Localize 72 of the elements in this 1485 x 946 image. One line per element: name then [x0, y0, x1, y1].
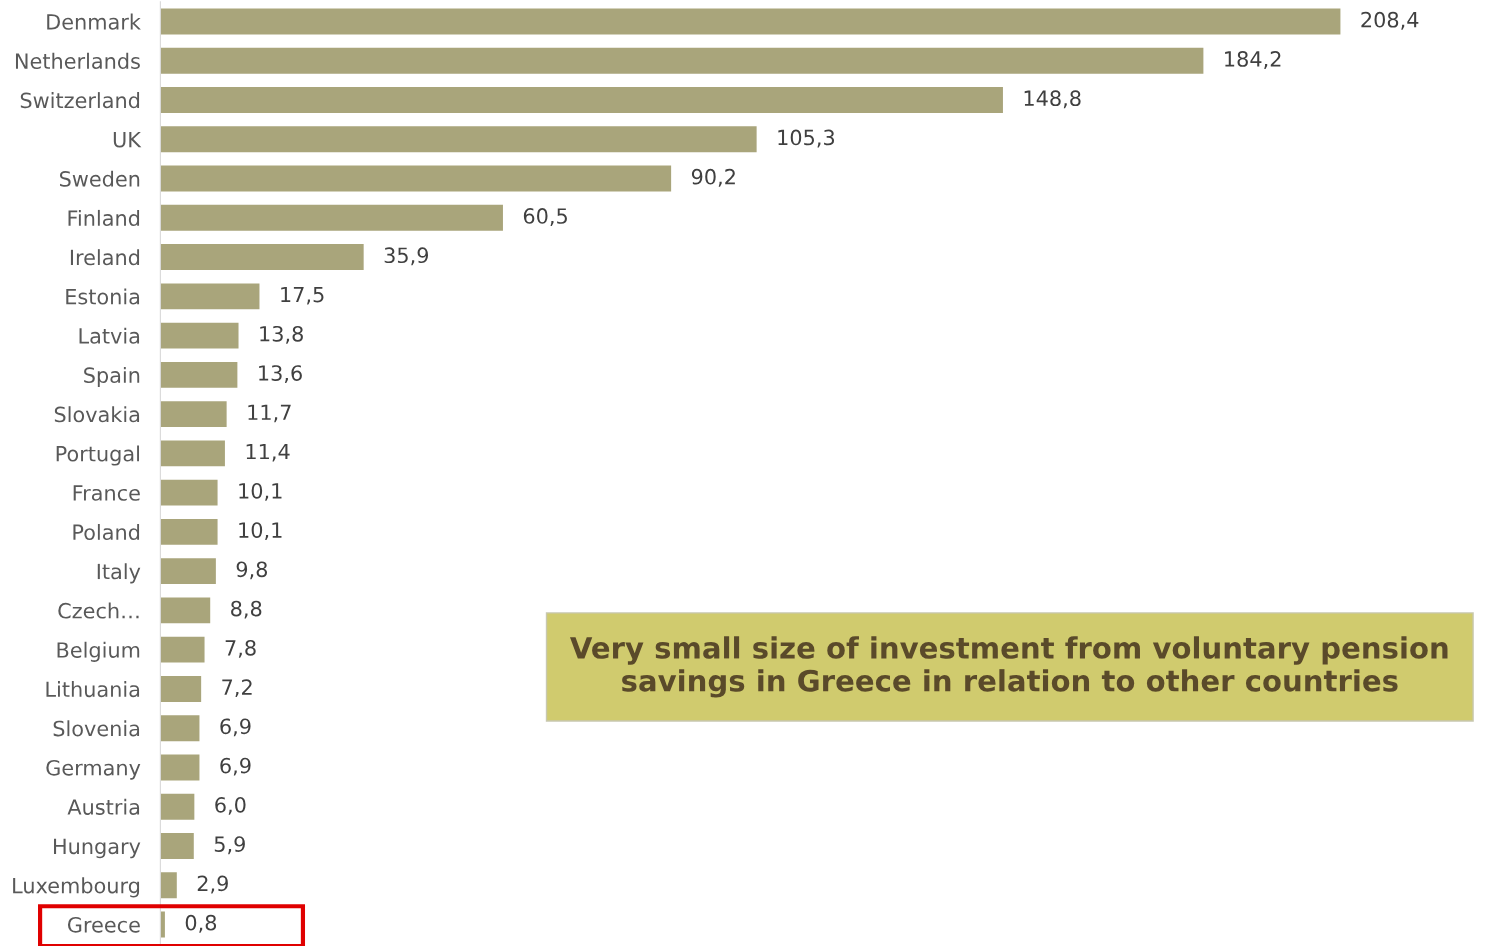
annotation: Very small size of investment from voluntary pension savings in Greece in relation to other countries	[569, 636, 1448, 698]
bar	[160, 47, 1204, 74]
y-tick-label: Luxembourg	[13, 877, 140, 898]
y-tick-label: Slovakia	[54, 406, 140, 423]
y-tick-label: Poland	[73, 523, 140, 541]
data-label: 105,3	[778, 129, 835, 148]
data-label: 11,7	[248, 404, 291, 423]
bar	[160, 715, 200, 742]
data-label: 90,2	[691, 168, 735, 187]
y-tick-label: Netherlands	[15, 52, 140, 69]
data-label: 6,9	[220, 757, 251, 776]
data-label: 17,5	[281, 286, 324, 305]
data-label: 10,1	[239, 522, 282, 541]
data-label: 60,5	[523, 208, 567, 226]
y-tick-label: Estonia	[66, 288, 140, 305]
bar	[160, 833, 194, 859]
y-tick-label: UK	[113, 132, 142, 148]
bar	[160, 872, 177, 899]
bar	[160, 8, 1341, 35]
y-tick-label: France	[73, 485, 140, 501]
data-label: 148,8	[1024, 90, 1081, 109]
y-tick-label: Hungary	[54, 838, 141, 859]
y-tick-label: Germany	[46, 759, 141, 780]
y-tick-label: Finland	[68, 209, 140, 227]
data-label: 9,8	[236, 561, 268, 580]
bar	[160, 322, 239, 349]
data-label: 8,8	[231, 600, 262, 619]
bar	[160, 675, 202, 702]
bar	[160, 793, 195, 820]
bar	[160, 518, 218, 545]
bar	[160, 401, 227, 428]
data-label: 11,4	[246, 443, 290, 462]
bar	[160, 636, 205, 663]
y-tick-label: Spain	[84, 366, 140, 388]
bar	[160, 126, 757, 153]
data-label: 35,9	[384, 247, 429, 266]
bar	[160, 479, 218, 506]
y-tick-label: Ireland	[70, 249, 140, 266]
y-tick-label: Greece	[67, 916, 140, 933]
bar	[160, 244, 364, 271]
bar	[160, 558, 216, 585]
data-label: 5,9	[214, 836, 245, 855]
y-tick-label: Belgium	[57, 641, 140, 662]
bar	[160, 283, 260, 310]
bar	[160, 361, 238, 388]
data-label: 0,8	[185, 914, 217, 933]
data-label: 2,9	[197, 875, 228, 894]
bar	[160, 754, 200, 781]
data-label: 184,2	[1225, 51, 1281, 69]
bar	[160, 597, 211, 624]
y-tick-label: Italy	[97, 563, 141, 584]
y-tick-label: Lithuania	[46, 681, 140, 698]
y-tick-label: Slovenia	[53, 720, 140, 737]
data-label: 208,4	[1361, 11, 1419, 30]
y-tick-label: Austria	[67, 798, 140, 815]
data-label: 13,6	[259, 365, 302, 384]
data-label: 13,8	[260, 325, 303, 344]
y-tick-label: Portugal	[56, 445, 139, 466]
y-tick-label: Denmark	[47, 13, 141, 30]
bar	[160, 87, 1003, 113]
bar	[160, 440, 225, 467]
data-label: 7,8	[225, 639, 256, 658]
bar	[160, 165, 672, 192]
data-label: 7,2	[222, 679, 252, 698]
y-tick-label: Latvia	[79, 327, 140, 344]
data-label: 10,1	[239, 482, 282, 501]
data-label: 6,9	[220, 718, 251, 737]
data-label: 6,0	[215, 796, 246, 815]
bar	[160, 204, 503, 231]
y-tick-label: Switzerland	[20, 92, 140, 109]
y-tick-label: Czech…	[58, 602, 139, 619]
y-tick-label: Sweden	[59, 170, 140, 187]
